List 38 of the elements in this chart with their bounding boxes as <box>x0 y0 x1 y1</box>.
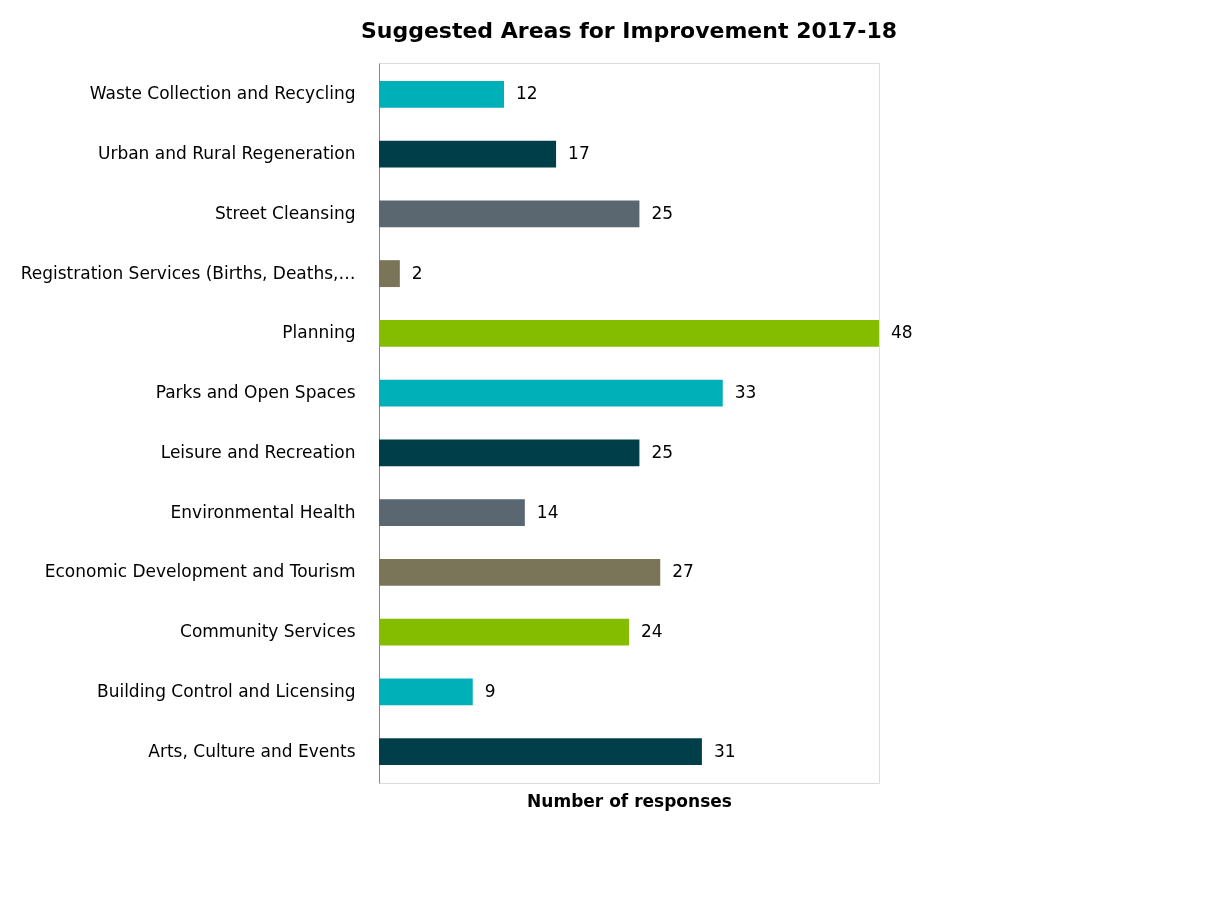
chart-title: Suggested Areas for Improvement 2017-18 <box>360 18 898 43</box>
y-tick-label: Leisure and Recreation <box>160 441 356 462</box>
data-label: 27 <box>672 561 694 582</box>
data-label: 31 <box>713 740 736 761</box>
y-tick-label: Urban and Rural Regeneration <box>97 143 356 164</box>
bar <box>379 140 557 168</box>
bar <box>379 558 661 586</box>
data-label: 33 <box>734 382 757 403</box>
bar <box>379 439 640 467</box>
bar <box>379 499 525 527</box>
bar <box>379 678 473 706</box>
bar <box>379 80 504 108</box>
y-tick-label: Registration Services (Births, Deaths,… <box>20 262 356 283</box>
data-label: 14 <box>536 501 559 522</box>
y-tick-label: Community Services <box>180 621 356 642</box>
y-tick-label: Planning <box>282 322 356 343</box>
x-axis-title: Number of responses <box>527 790 732 811</box>
y-tick-label: Parks and Open Spaces <box>155 382 356 403</box>
y-tick-label: Street Cleansing <box>215 202 356 223</box>
data-label: 25 <box>651 441 674 462</box>
bar <box>379 738 702 766</box>
y-tick-label: Waste Collection and Recycling <box>89 83 356 104</box>
data-label: 2 <box>411 262 423 283</box>
data-label: 25 <box>651 202 674 223</box>
y-tick-label: Environmental Health <box>170 501 356 522</box>
data-label: 48 <box>891 322 913 343</box>
bar <box>379 200 640 228</box>
bar <box>379 319 879 347</box>
data-label: 12 <box>516 83 538 104</box>
data-label: 9 <box>484 680 496 701</box>
y-tick-label: Building Control and Licensing <box>96 680 356 701</box>
bar <box>379 260 400 288</box>
y-tick-label: Economic Development and Tourism <box>44 561 356 582</box>
data-label: 17 <box>568 143 590 164</box>
bar <box>379 379 723 407</box>
y-tick-label: Arts, Culture and Events <box>148 740 356 761</box>
data-label: 24 <box>641 621 663 642</box>
bar <box>379 618 629 646</box>
